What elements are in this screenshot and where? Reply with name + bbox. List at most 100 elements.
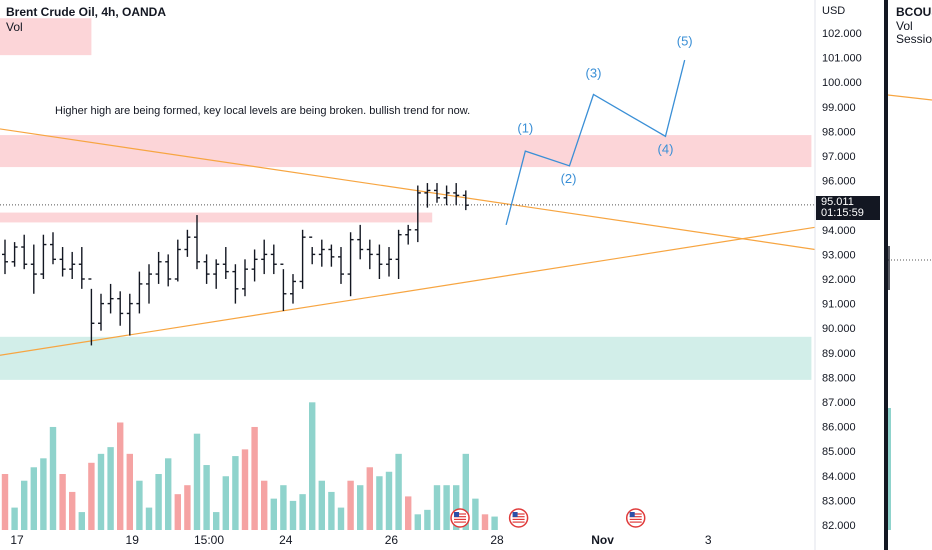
price-axis[interactable]: USD 102.000 101.000 100.000 99.000 98.000 97.0… [814,0,884,550]
ohlc-bar [270,244,277,275]
wave-projection-layer[interactable]: (1) (2) (3) (4) (5) [505,33,693,226]
bar-countdown: 01:15:59 [821,207,864,219]
price-tick-label: 84.000 [822,471,856,483]
volume-bar [117,422,124,530]
ohlc-bar [50,232,56,265]
ohlc-bar [434,183,440,203]
zones-layer [0,18,812,380]
ohlc-bar [213,259,220,289]
flag-canton [454,512,460,517]
trendlines-layer[interactable] [0,128,816,356]
side-symbol[interactable]: BCOUS [896,5,932,19]
price-tick-label: 97.000 [822,151,856,163]
support-zone[interactable] [0,336,812,380]
ascending-trendline[interactable] [0,226,816,356]
price-axis-background [815,0,884,550]
ohlc-bar [280,263,287,311]
time-axis[interactable]: 17 19 15:00 24 26 28 Nov 3 [10,533,712,547]
ohlc-bar [328,244,335,267]
ohlc-bar [194,215,200,270]
wave-label: (4) [658,142,674,157]
volume-bar [49,426,57,530]
ohlc-bar [126,293,133,336]
volume-bar [481,514,489,530]
upper-resistance-zone[interactable] [0,18,92,56]
price-tick-label: 94.000 [822,225,856,237]
volume-bar [241,449,249,530]
ohlc-bar [165,254,172,287]
volume-bar [78,512,85,530]
price-tick-label: 93.000 [822,249,856,261]
volume-bar [232,456,239,530]
ohlc-bar [155,251,162,284]
ohlc-bar [136,271,143,314]
volume-bar [405,496,412,530]
ohlc-bar [443,185,450,206]
price-tick-label: 100.000 [822,77,862,89]
ohlc-bar [11,242,18,267]
volume-bar [261,480,268,530]
analysis-note[interactable]: Higher high are being formed, key local … [55,105,471,117]
ohlc-bar [395,229,402,279]
ohlc-bar [290,274,296,304]
price-tick-label: 96.000 [822,176,856,188]
ohlc-bar [347,232,354,297]
volume-bar [376,476,383,530]
volume-bar [155,474,162,530]
price-tick-label: 88.000 [822,372,856,384]
ohlc-bar [318,239,325,267]
volume-bar [289,500,297,530]
volume-bar [472,498,479,530]
price-tick-label: 87.000 [822,397,856,409]
volume-bar [222,476,229,530]
time-tick-label: 26 [385,533,399,547]
resistance-zone[interactable] [0,135,812,168]
ohlc-bar [2,239,8,275]
ohlc-bar [462,190,469,211]
flag-canton [629,512,635,517]
ohlc-bar [146,264,152,304]
wave-label: (5) [677,33,693,48]
ohlc-bar [222,247,229,279]
volume-bar [299,494,306,530]
descending-trendline[interactable] [0,128,816,251]
elliott-wave-path[interactable] [505,59,686,226]
volume-bar [366,467,373,530]
volume-bar [385,471,393,530]
economic-event-icon[interactable] [508,508,529,528]
volume-bar [30,467,37,530]
price-tick-label: 91.000 [822,299,856,311]
volume-bar [328,491,335,530]
side-trendline [887,94,932,101]
ohlc-bar [107,283,114,314]
time-tick-label: 24 [279,533,293,547]
chart-title[interactable]: Brent Crude Oil, 4h, OANDA [6,5,167,19]
economic-event-icon[interactable] [625,508,646,528]
price-tick-label: 90.000 [822,323,856,335]
minor-resistance-zone[interactable] [0,212,433,223]
ohlc-bars-layer [2,183,469,346]
economic-event-icon[interactable] [450,508,470,528]
volume-bar [453,485,460,530]
time-tick-label: 28 [490,533,504,547]
event-markers-layer[interactable] [450,508,646,528]
ohlc-bar [405,224,412,245]
side-panel [884,0,932,550]
ohlc-bar [376,244,383,279]
ohlc-bar [366,239,373,270]
ohlc-bar [88,278,95,346]
ohlc-bar [424,183,431,208]
side-volume-label: Vol [896,19,913,33]
ohlc-bar [261,239,268,275]
volume-bar [193,433,201,530]
volume-bar [21,480,28,530]
time-tick-label: Nov [591,533,614,547]
panel-separator [884,0,888,550]
volume-bar [270,498,277,530]
volume-bar [184,485,191,530]
volume-legend[interactable]: Vol [6,20,23,34]
volume-bar [309,402,316,530]
side-volume-bar [888,408,891,530]
volume-bar [491,516,498,530]
